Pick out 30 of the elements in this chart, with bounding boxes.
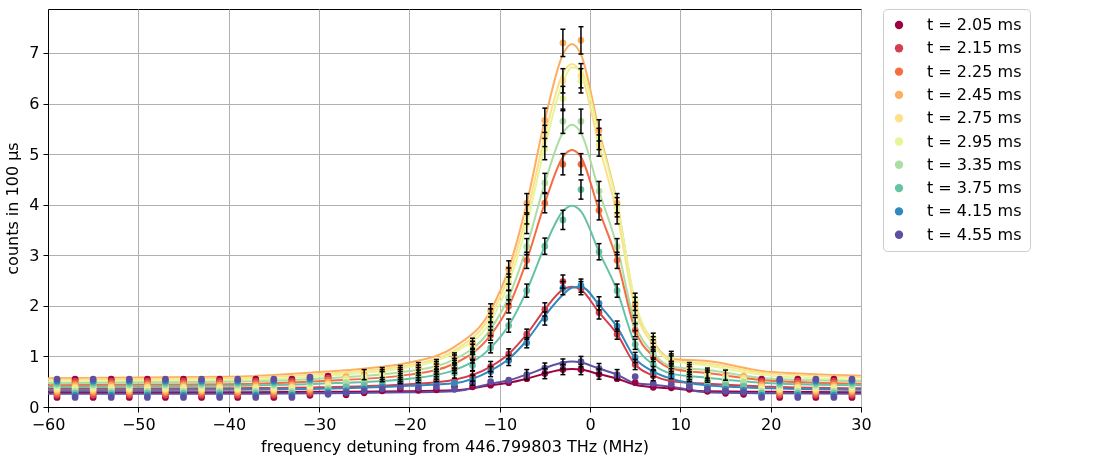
x-axis-title: frequency detuning from 446.799803 THz (MHz) bbox=[261, 436, 649, 456]
legend-label: t = 4.55 ms bbox=[927, 224, 1022, 244]
legend-label: t = 2.95 ms bbox=[927, 131, 1022, 151]
y-tick-label: 1 bbox=[29, 346, 40, 366]
legend-label: t = 4.15 ms bbox=[927, 201, 1022, 221]
x-tick-label: −40 bbox=[212, 414, 247, 434]
y-tick-label: 2 bbox=[29, 296, 40, 316]
y-tick-label: 3 bbox=[29, 245, 40, 265]
x-tick-label: −60 bbox=[31, 414, 66, 434]
x-tick-label: −20 bbox=[392, 414, 427, 434]
legend-label: t = 2.75 ms bbox=[927, 108, 1022, 128]
y-tick-label: 6 bbox=[29, 94, 40, 114]
x-tick-label: −50 bbox=[121, 414, 156, 434]
x-tick-label: −30 bbox=[302, 414, 337, 434]
legend-label: t = 2.45 ms bbox=[927, 84, 1022, 104]
legend-label: t = 2.25 ms bbox=[927, 61, 1022, 81]
y-tick-label: 7 bbox=[29, 43, 40, 63]
x-tick-label: 10 bbox=[670, 414, 692, 434]
x-tick-label: 30 bbox=[851, 414, 872, 434]
y-tick-label: 4 bbox=[29, 195, 40, 215]
legend-label: t = 3.75 ms bbox=[927, 178, 1022, 198]
y-axis-title: counts in 100 µs bbox=[3, 142, 23, 275]
legend-label: t = 3.35 ms bbox=[927, 154, 1022, 174]
x-tick-label: 0 bbox=[585, 414, 596, 434]
legend-label: t = 2.15 ms bbox=[927, 38, 1022, 58]
legend-label: t = 2.05 ms bbox=[927, 15, 1022, 34]
x-tick-label: −10 bbox=[483, 414, 518, 434]
y-tick-label: 5 bbox=[29, 144, 40, 164]
x-tick-label: 20 bbox=[760, 414, 782, 434]
y-tick-label: 0 bbox=[29, 397, 40, 417]
